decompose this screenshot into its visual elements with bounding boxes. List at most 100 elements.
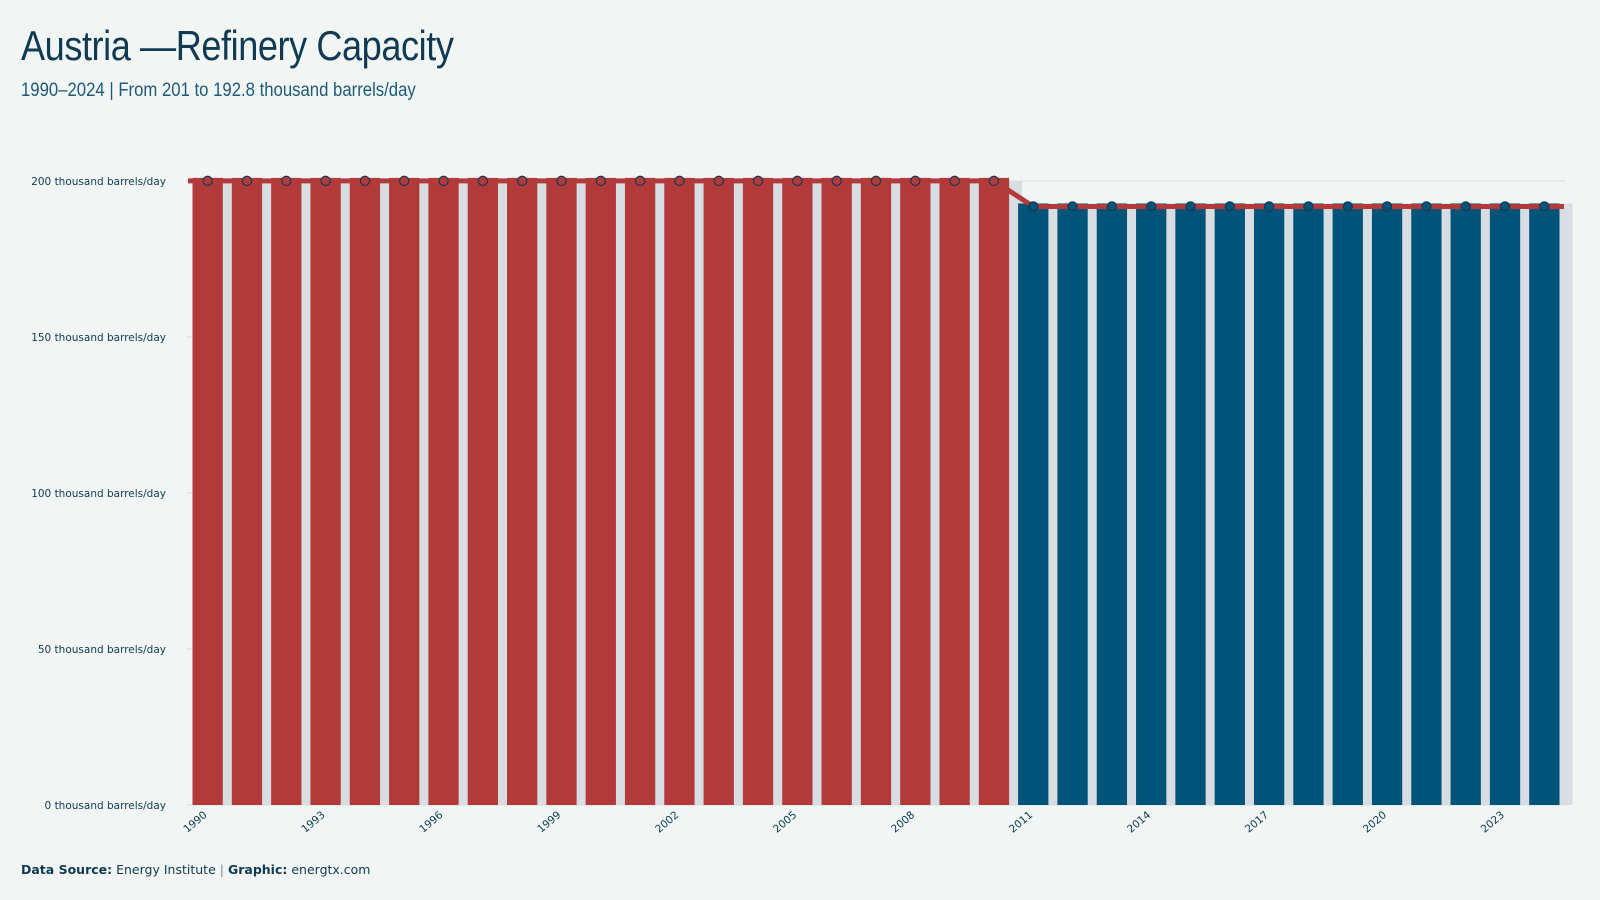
bar-2015 [1175,203,1206,806]
chart-subtitle: 1990–2024 | From 201 to 192.8 thousand b… [21,80,416,101]
bar-1998 [507,177,538,805]
point-2013 [1106,201,1118,212]
point-2008 [910,175,921,187]
point-1998 [516,175,528,187]
point-1993 [320,175,331,187]
source-label: Data Source: [21,862,113,877]
bar-2022 [1450,203,1481,806]
bar-2004 [742,177,774,805]
bar-2014 [1136,203,1167,806]
point-2003 [713,175,724,187]
bar-2024 [1529,203,1560,806]
bar-2002 [664,177,695,805]
bar-2018 [1293,203,1324,806]
graphic-label: Graphic: [227,862,288,877]
bar-1995 [389,177,420,805]
x-tick-label: 2023 [1479,809,1507,835]
x-tick-label: 1999 [535,809,563,835]
y-tick-label: 200 thousand barrels/day [31,176,166,188]
bar-1990 [192,177,223,805]
x-tick-label: 2011 [1007,809,1035,835]
point-2009 [949,175,960,187]
point-1992 [281,175,292,187]
x-tick-label: 2014 [1125,809,1153,836]
bar-2003 [703,177,734,805]
point-2020 [1381,201,1393,212]
bar-2019 [1332,203,1363,806]
x-axis-labels: 1990 1993 1996 1999 2002 2005 2008 2011 2014 2017… [181,809,1507,836]
footer-separator: | [219,862,224,877]
point-1994 [359,175,371,187]
y-axis-labels: 0 thousand barrels/day 50 thousand barrel… [31,176,166,812]
point-2021 [1421,201,1432,212]
point-2010 [988,175,1000,187]
bar-1992 [271,177,302,805]
point-2014 [1145,201,1157,212]
footer-credit: Data Source: Energy Institute | Graphic:… [21,862,370,877]
point-2012 [1067,201,1078,212]
bar-2010 [978,177,1010,805]
bar-1991 [231,177,263,805]
point-2016 [1224,201,1236,212]
point-2011 [1028,201,1039,212]
chart-title: Austria —Refinery Capacity [21,22,454,69]
bar-2016 [1214,203,1245,806]
bar-2000 [585,177,616,805]
bar-2001 [624,177,656,805]
point-1999 [556,175,567,187]
point-2019 [1342,201,1353,212]
bar-2005 [782,177,813,805]
point-2002 [674,175,685,187]
graphic-value: energtx.com [291,862,371,877]
point-2017 [1263,201,1275,212]
point-2004 [752,175,764,187]
bar-2007 [860,177,892,805]
point-2022 [1460,201,1471,212]
bar-1996 [428,177,459,805]
x-tick-label: 2020 [1361,809,1389,835]
bar-1999 [546,177,577,805]
y-tick-label: 100 thousand barrels/day [31,488,166,500]
bar-2013 [1096,203,1128,806]
point-2007 [870,175,882,187]
x-tick-label: 1990 [181,809,209,835]
bar-1994 [349,177,381,805]
x-tick-label: 1996 [417,809,445,836]
bar-2012 [1057,203,1088,806]
x-tick-label: 1993 [299,809,327,835]
point-1995 [399,175,410,187]
bar-1997 [467,177,499,805]
x-tick-label: 2008 [889,809,917,835]
point-2006 [831,175,842,187]
point-1997 [477,175,489,187]
point-2018 [1303,201,1314,212]
bar-1993 [310,177,341,805]
point-2001 [634,175,646,187]
bar-2011 [1018,203,1049,806]
x-tick-label: 2002 [653,809,681,835]
y-tick-label: 0 thousand barrels/day [45,800,166,812]
point-1996 [438,175,449,187]
x-tick-label: 2005 [771,809,799,835]
bar-2020 [1371,203,1403,806]
bar-2023 [1489,203,1521,806]
point-1991 [241,175,253,187]
y-tick-label: 50 thousand barrels/day [38,644,166,656]
point-2023 [1499,201,1511,212]
point-2000 [595,175,607,187]
bar-2021 [1411,203,1442,806]
bar-gap-shadow [1559,203,1573,806]
point-2024 [1539,201,1550,212]
bar-2009 [939,177,970,805]
y-tick-label: 150 thousand barrels/day [31,332,166,344]
point-1990 [202,175,213,187]
point-2015 [1185,201,1196,212]
bars [192,177,1573,806]
bar-2006 [821,177,852,805]
data-points [202,175,1550,212]
point-2005 [792,175,803,187]
x-tick-label: 2017 [1243,809,1271,835]
bar-2008 [900,177,931,805]
bar-2017 [1253,203,1285,806]
